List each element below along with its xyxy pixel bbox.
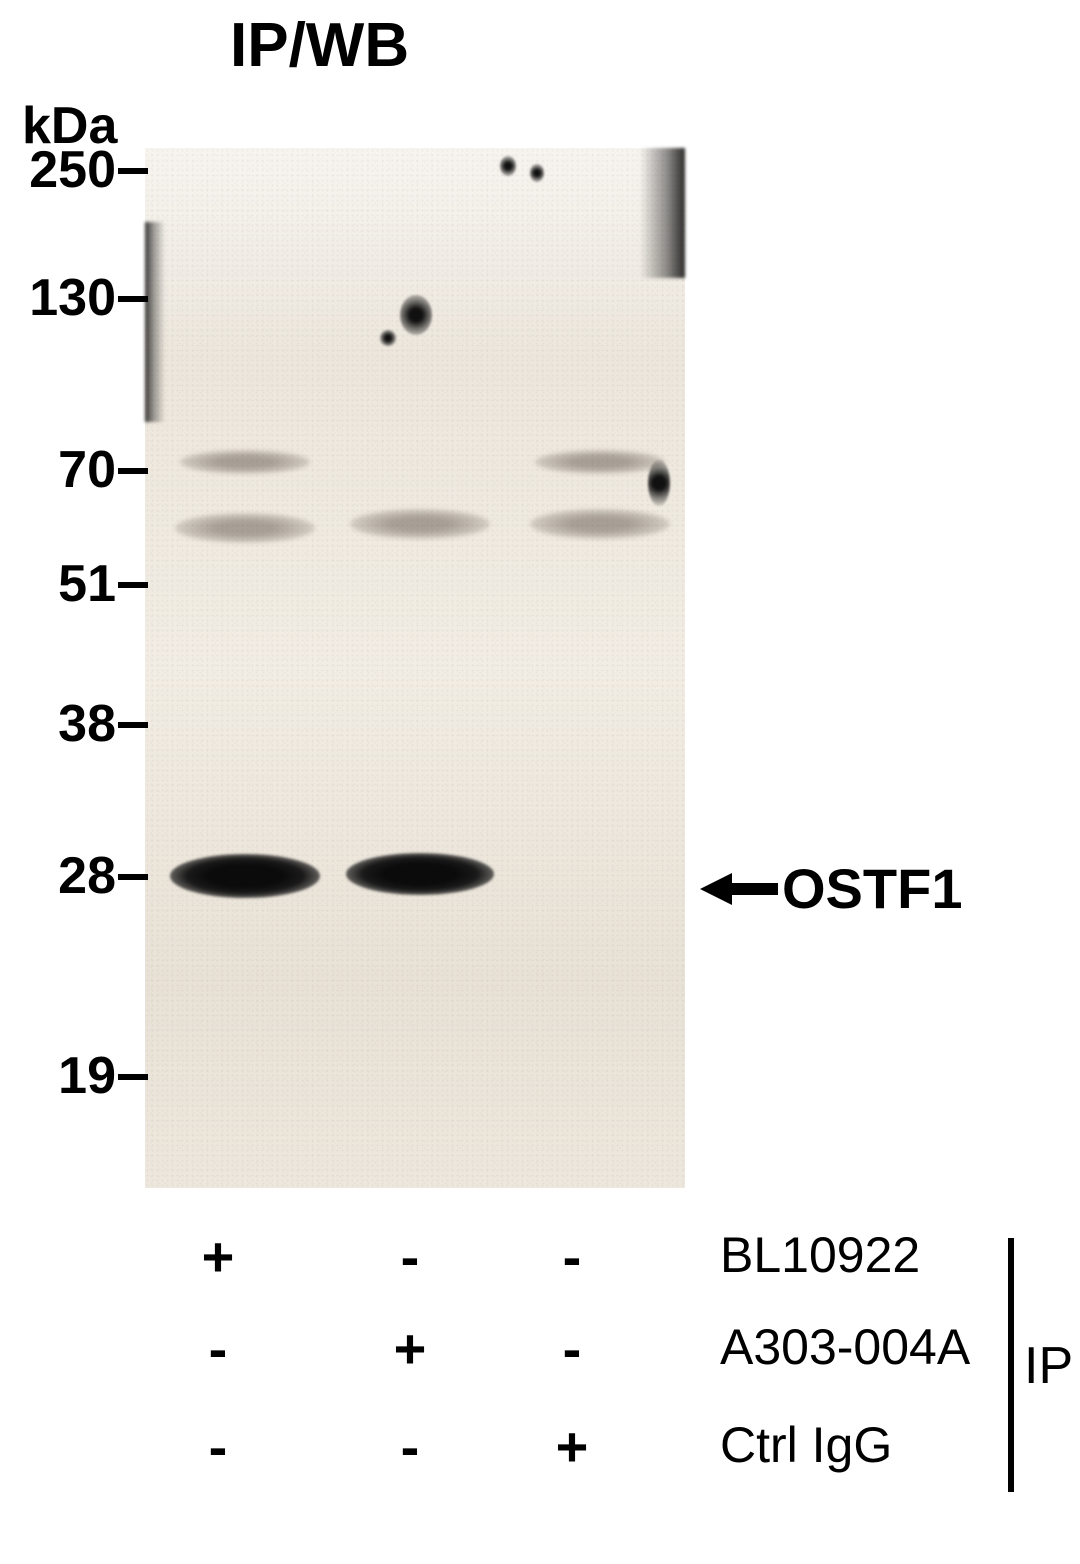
minus-symbol: - xyxy=(547,1224,597,1289)
mw-marker-tick xyxy=(118,468,148,474)
plus-symbol: + xyxy=(547,1414,597,1479)
plus-symbol: + xyxy=(193,1224,243,1289)
plus-symbol: + xyxy=(385,1316,435,1381)
ostf1-band xyxy=(346,853,494,895)
mw-marker-label: 38 xyxy=(8,694,116,754)
nonspecific-band xyxy=(530,509,670,539)
mw-marker-tick xyxy=(118,582,148,588)
blot-edge-artifact xyxy=(640,148,685,278)
mw-marker-tick xyxy=(118,722,148,728)
blot-spot xyxy=(530,164,544,182)
mw-marker-tick xyxy=(118,168,148,174)
mw-marker-label: 250 xyxy=(8,140,116,200)
minus-symbol: - xyxy=(193,1316,243,1381)
minus-symbol: - xyxy=(385,1414,435,1479)
blot-spot xyxy=(500,156,516,176)
target-band-label: OSTF1 xyxy=(782,856,962,921)
mw-marker-label: 70 xyxy=(8,440,116,500)
blot-spot xyxy=(400,295,432,335)
mw-marker-tick xyxy=(118,874,148,880)
blot-spot xyxy=(380,330,396,346)
nonspecific-band xyxy=(535,450,665,474)
ip-antibody-label: A303-004A xyxy=(720,1318,970,1376)
target-band-arrow: OSTF1 xyxy=(700,856,962,921)
ostf1-band xyxy=(170,854,320,898)
ip-antibody-label: Ctrl IgG xyxy=(720,1416,892,1474)
minus-symbol: - xyxy=(385,1224,435,1289)
mw-marker-label: 28 xyxy=(8,846,116,906)
ip-antibody-label: BL10922 xyxy=(720,1226,920,1284)
figure-title: IP/WB xyxy=(230,10,409,81)
arrow-head-icon xyxy=(700,873,732,905)
blot-edge-artifact xyxy=(145,222,165,422)
mw-marker-tick xyxy=(118,296,148,302)
ip-wb-figure: IP/WBkDa2501307051382819OSTF1+--BL10922-… xyxy=(0,0,1080,1564)
minus-symbol: - xyxy=(547,1316,597,1381)
arrow-shaft xyxy=(732,883,778,895)
nonspecific-band xyxy=(180,450,310,474)
minus-symbol: - xyxy=(193,1414,243,1479)
nonspecific-band xyxy=(175,513,315,543)
mw-marker-label: 19 xyxy=(8,1046,116,1106)
ip-bracket xyxy=(1008,1238,1014,1492)
blot-spot xyxy=(648,460,670,506)
nonspecific-band xyxy=(350,509,490,539)
ip-heading: IP xyxy=(1024,1336,1073,1396)
mw-marker-label: 51 xyxy=(8,554,116,614)
mw-marker-tick xyxy=(118,1074,148,1080)
mw-marker-label: 130 xyxy=(8,268,116,328)
